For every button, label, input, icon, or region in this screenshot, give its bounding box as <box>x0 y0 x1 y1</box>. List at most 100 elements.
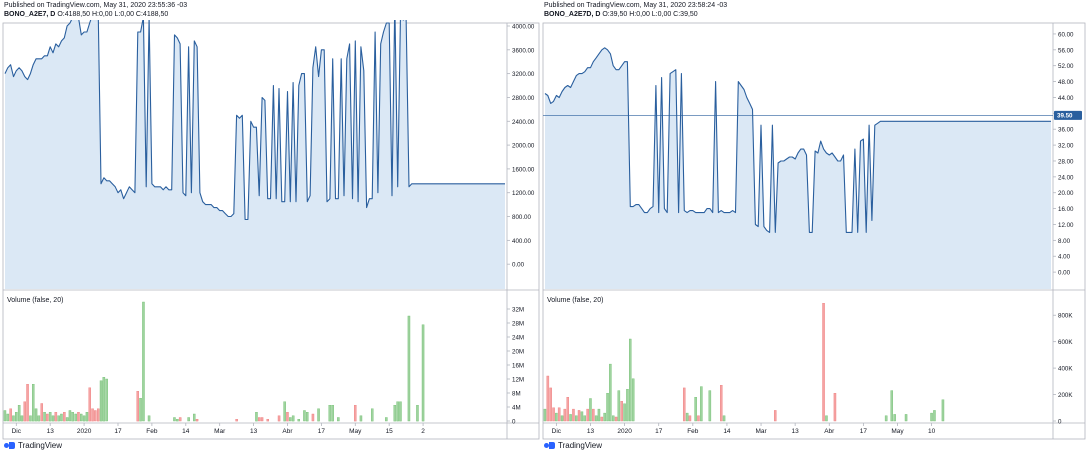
price-tick-label: 36.00 <box>1058 127 1074 134</box>
volume-bar <box>258 417 261 422</box>
volume-bar <box>48 412 52 422</box>
volume-bar <box>40 403 44 422</box>
published-caption: Published on TradingView.com, May 31, 20… <box>544 2 728 9</box>
time-tick-label: 14 <box>182 428 190 435</box>
volume-bar <box>85 412 89 422</box>
chart-panel-left: Published on TradingView.com, May 31, 20… <box>0 0 540 454</box>
volume-bar <box>29 415 32 422</box>
time-tick-label: 17 <box>655 428 663 435</box>
volume-bar <box>3 410 7 422</box>
time-tick-label: Feb <box>146 428 158 435</box>
volume-bar <box>580 411 584 422</box>
volume-bar <box>594 415 598 422</box>
tradingview-logo-icon <box>544 442 555 449</box>
chart-frame <box>2 22 540 440</box>
price-tick-label: 16.00 <box>1058 206 1074 213</box>
volume-bar <box>563 408 567 422</box>
volume-bar <box>283 401 286 422</box>
volume-indicator-label: Volume (false, 20) <box>547 297 603 304</box>
volume-bar <box>393 405 397 422</box>
volume-bar <box>311 413 315 422</box>
volume-bar <box>74 413 77 422</box>
time-tick-label: 13 <box>587 428 595 435</box>
time-tick-label: May <box>891 428 904 435</box>
volume-bar <box>385 417 388 422</box>
volume-bar <box>631 378 635 422</box>
footer-text: TradingView <box>18 441 63 450</box>
volume-bar <box>195 419 199 422</box>
volume-bar <box>79 413 83 422</box>
volume-tick-label: 20M <box>512 349 524 356</box>
volume-bar <box>60 413 63 422</box>
volume-bar <box>266 419 270 422</box>
volume-tick-label: 28M <box>512 321 524 328</box>
time-tick-label: Abr <box>282 428 293 435</box>
time-tick-label: Abr <box>824 428 835 435</box>
volume-tick-label: 600K <box>1058 339 1073 346</box>
volume-bar <box>14 412 18 422</box>
price-volume-chart-left[interactable]: 0.00400.00800.001200.001600.002000.00240… <box>0 20 540 440</box>
price-tick-label: 800.00 <box>512 214 531 221</box>
volume-bar <box>416 405 419 422</box>
time-tick-label: 13 <box>792 428 800 435</box>
price-tick-label: 12.00 <box>1058 222 1074 229</box>
volume-bar <box>317 408 320 422</box>
volume-bar <box>697 415 700 422</box>
price-line <box>4 20 505 221</box>
volume-bar <box>289 417 292 422</box>
time-tick-label: 15 <box>386 428 394 435</box>
volume-bar <box>105 378 108 422</box>
chart-frame <box>542 22 1086 440</box>
volume-bar <box>575 415 578 422</box>
price-tick-label: 60.00 <box>1058 31 1074 38</box>
price-tick-label: 4000.00 <box>512 24 535 31</box>
volume-bar <box>628 338 632 422</box>
volume-bar <box>884 415 888 422</box>
volume-bar <box>825 415 828 422</box>
volume-bar <box>773 410 777 422</box>
price-tick-label: 0.00 <box>512 262 525 269</box>
volume-bar <box>37 415 41 422</box>
volume-bar <box>147 415 151 422</box>
price-tick-label: 1600.00 <box>512 166 535 173</box>
time-tick-label: 13 <box>47 428 55 435</box>
time-tick-label: 17 <box>318 428 326 435</box>
volume-bar <box>597 408 601 422</box>
volume-bar <box>617 390 621 422</box>
footer-text: TradingView <box>558 441 603 450</box>
volume-tick-label: 200K <box>1058 392 1073 399</box>
volume-tick-label: 0 <box>1058 419 1062 426</box>
volume-bar <box>306 412 309 422</box>
symbol-label: BONO_A2E7D, D <box>544 11 601 18</box>
time-tick-label: Feb <box>687 428 699 435</box>
volume-indicator-label: Volume (false, 20) <box>7 297 63 304</box>
volume-tick-label: 800K <box>1058 313 1073 320</box>
price-tick-label: 28.00 <box>1058 158 1074 165</box>
price-tick-label: 3600.00 <box>512 47 535 54</box>
volume-bar <box>46 413 49 422</box>
time-tick-label: Mar <box>755 428 767 435</box>
volume-bar <box>557 407 561 422</box>
volume-bar <box>260 417 264 422</box>
volume-bar <box>142 301 145 422</box>
volume-bar <box>893 414 896 422</box>
volume-tick-label: 400K <box>1058 366 1073 373</box>
price-tick-label: 32.00 <box>1058 143 1074 150</box>
time-tick-label: 2020 <box>617 428 632 435</box>
symbol-label: BONO_A2E7, D <box>4 11 56 18</box>
price-tick-label: 8.00 <box>1058 238 1071 245</box>
volume-bar <box>57 415 60 422</box>
volume-tick-label: 4M <box>512 405 521 412</box>
volume-bar <box>94 410 97 422</box>
price-tick-label: 52.00 <box>1058 63 1074 70</box>
volume-bar <box>589 398 592 422</box>
volume-bar <box>700 386 703 422</box>
volume-bar <box>96 408 100 422</box>
volume-bar <box>23 401 27 422</box>
volume-bar <box>99 380 103 422</box>
price-area <box>545 47 1051 289</box>
chart-panel-right: Published on TradingView.com, May 31, 20… <box>540 0 1086 454</box>
time-tick-label: 13 <box>250 428 258 435</box>
price-volume-chart-right[interactable]: 0.00 4.00 8.00 12.00 16.00 20.00 24.00 28.00 32.… <box>540 20 1086 440</box>
volume-bar <box>626 389 629 422</box>
